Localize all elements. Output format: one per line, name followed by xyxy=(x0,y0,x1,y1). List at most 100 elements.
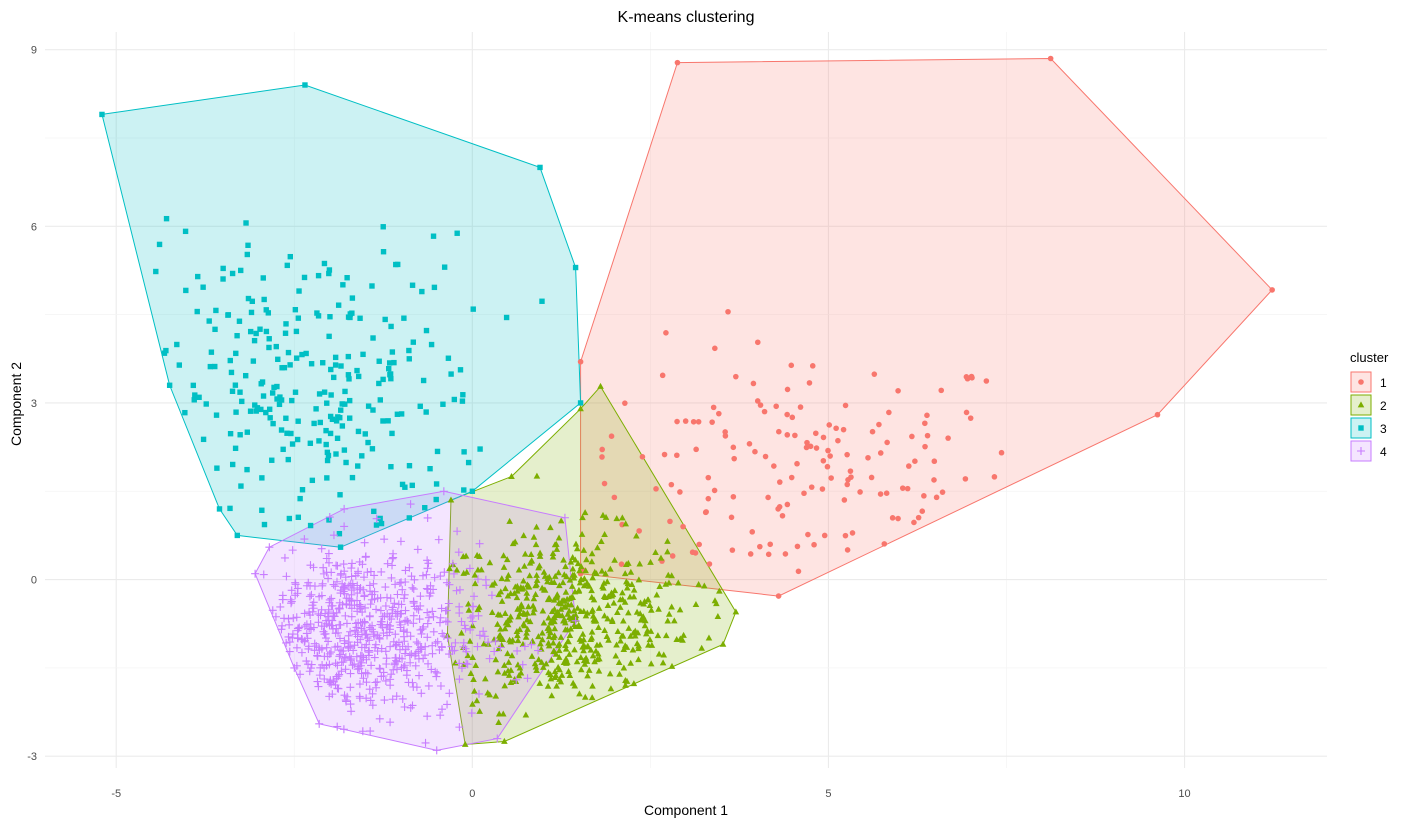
cluster-1-point xyxy=(963,409,970,416)
cluster-3-point xyxy=(362,431,368,437)
cluster-2-point xyxy=(538,584,546,591)
cluster-1-point xyxy=(709,419,715,425)
legend-item-3: 3 xyxy=(1350,417,1387,439)
cluster-4-point xyxy=(346,683,355,692)
cluster-3-point xyxy=(301,274,308,281)
cluster-3-point xyxy=(332,362,339,368)
cluster-1-point xyxy=(1269,287,1275,293)
cluster-2-point xyxy=(525,603,532,610)
cluster-3-point xyxy=(401,315,407,321)
cluster-1-point xyxy=(761,408,768,415)
cluster-2-point xyxy=(627,568,635,575)
cluster-3-point xyxy=(349,295,356,301)
cluster-2-point xyxy=(587,646,595,653)
cluster-4-point xyxy=(381,583,390,592)
cluster-4-point xyxy=(412,638,421,647)
cluster-2-point xyxy=(579,643,586,650)
legend-key-symbol xyxy=(1357,401,1365,408)
cluster-4-point xyxy=(340,636,349,645)
cluster-2-point xyxy=(514,587,521,594)
cluster-2-point xyxy=(555,647,563,654)
cluster-3-point xyxy=(430,233,437,239)
cluster-4-point xyxy=(375,664,384,673)
cluster-3-point xyxy=(385,418,391,424)
cluster-1-point xyxy=(722,429,728,435)
cluster-3-point xyxy=(285,456,291,463)
cluster-3-point xyxy=(293,328,300,335)
cluster-3-point xyxy=(203,401,209,407)
cluster-3-point xyxy=(220,276,226,282)
cluster-1-point xyxy=(674,59,681,66)
cluster-1-point xyxy=(784,432,791,438)
cluster-2-point xyxy=(513,627,521,634)
cluster-1-point xyxy=(775,506,781,512)
cluster-1-point xyxy=(922,420,928,427)
cluster-3-point xyxy=(263,328,270,335)
cluster-2-point xyxy=(592,647,600,654)
cluster-3-point xyxy=(287,362,293,368)
cluster-4-point xyxy=(410,575,419,584)
cluster-4-point xyxy=(560,513,569,522)
cluster-3-point xyxy=(295,418,301,424)
cluster-2-point xyxy=(665,579,673,586)
cluster-1-point xyxy=(750,380,757,387)
cluster-4-point xyxy=(447,642,456,651)
cluster-4-point xyxy=(356,657,365,666)
cluster-4-point xyxy=(417,645,426,654)
cluster-4-point xyxy=(406,500,415,509)
cluster-2-point xyxy=(518,603,526,610)
cluster-4-point xyxy=(329,676,338,685)
cluster-2-point xyxy=(503,575,511,582)
cluster-1-point xyxy=(599,454,605,460)
cluster-3-point xyxy=(355,463,361,469)
cluster-3-point xyxy=(182,409,188,416)
cluster-2-point xyxy=(648,606,655,613)
cluster-2-point xyxy=(621,570,629,577)
data-points xyxy=(99,55,1275,755)
cluster-4-point xyxy=(333,722,342,731)
cluster-2-point xyxy=(566,650,573,657)
cluster-1-point xyxy=(826,422,833,428)
cluster-2-point xyxy=(576,567,583,574)
cluster-4-point xyxy=(346,656,355,665)
cluster-3-point xyxy=(273,343,279,350)
cluster-4-point xyxy=(360,626,369,635)
cluster-3-point xyxy=(245,242,251,249)
cluster-1-point xyxy=(820,434,827,441)
cluster-2-point xyxy=(646,601,654,608)
cluster-2-point xyxy=(523,594,531,601)
cluster-3-point xyxy=(326,517,332,523)
cluster-3-point xyxy=(324,457,331,464)
cluster-4-point xyxy=(376,664,385,673)
cluster-2-point xyxy=(551,632,558,639)
cluster-4-point xyxy=(513,646,522,655)
cluster-3-point xyxy=(346,415,353,421)
cluster-1-point xyxy=(705,474,712,481)
cluster-3-point xyxy=(420,377,427,384)
cluster-4-point xyxy=(423,633,432,642)
cluster-1-point xyxy=(788,362,795,369)
cluster-3-point xyxy=(388,464,394,470)
cluster-2-point xyxy=(572,623,579,630)
cluster-3-point xyxy=(266,406,273,412)
cluster-3-point xyxy=(335,414,341,420)
cluster-2-point xyxy=(474,566,482,573)
cluster-1-point xyxy=(776,479,783,485)
cluster-4-point xyxy=(297,648,306,657)
cluster-4-point xyxy=(359,573,368,582)
cluster-1-point xyxy=(911,519,917,526)
cluster-2-point xyxy=(526,572,533,579)
cluster-3-point xyxy=(208,349,215,355)
cluster-4-point xyxy=(354,618,363,627)
cluster-4-point xyxy=(409,619,418,628)
cluster-3-point xyxy=(389,349,396,355)
cluster-3-point xyxy=(200,284,206,290)
cluster-4-point xyxy=(376,593,385,602)
cluster-4-point xyxy=(365,612,374,621)
cluster-4-point xyxy=(390,599,399,608)
cluster-2-point xyxy=(599,511,607,518)
cluster-3-point xyxy=(359,453,365,459)
cluster-4-point xyxy=(347,564,356,573)
cluster-2-points xyxy=(444,382,740,747)
cluster-4-point xyxy=(398,585,407,594)
